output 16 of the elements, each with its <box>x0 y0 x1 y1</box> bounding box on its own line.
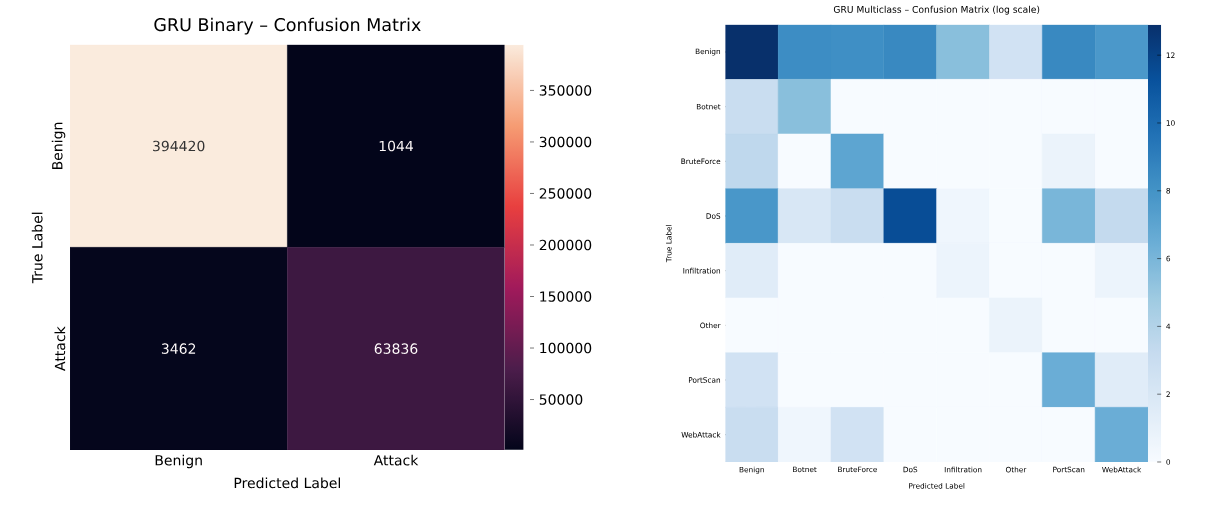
x-axis-title: Predicted Label <box>234 477 340 489</box>
data-label: 394420 <box>153 140 205 152</box>
x-tick-label: Attack <box>373 454 419 466</box>
data-label: 63836 <box>374 343 418 354</box>
color-bar-label: 100000 <box>540 342 592 354</box>
color-bar-label: 150000 <box>540 291 592 302</box>
y-axis-title: True Label <box>31 212 43 284</box>
color-bar-label: 50000 <box>539 394 583 405</box>
chart-title: GRU Binary – Confusion Matrix <box>154 17 421 35</box>
chart-title: GRU Multiclass – Confusion Matrix (log scale) <box>833 5 1040 15</box>
color-bar-label: 350000 <box>539 85 592 96</box>
x-tick-label: Benign <box>155 454 202 469</box>
color-bar-label: 300000 <box>539 136 592 148</box>
color-bar-label: 250000 <box>539 188 592 199</box>
data-label: 3462 <box>161 343 196 354</box>
color-bar-label: 200000 <box>539 239 592 251</box>
